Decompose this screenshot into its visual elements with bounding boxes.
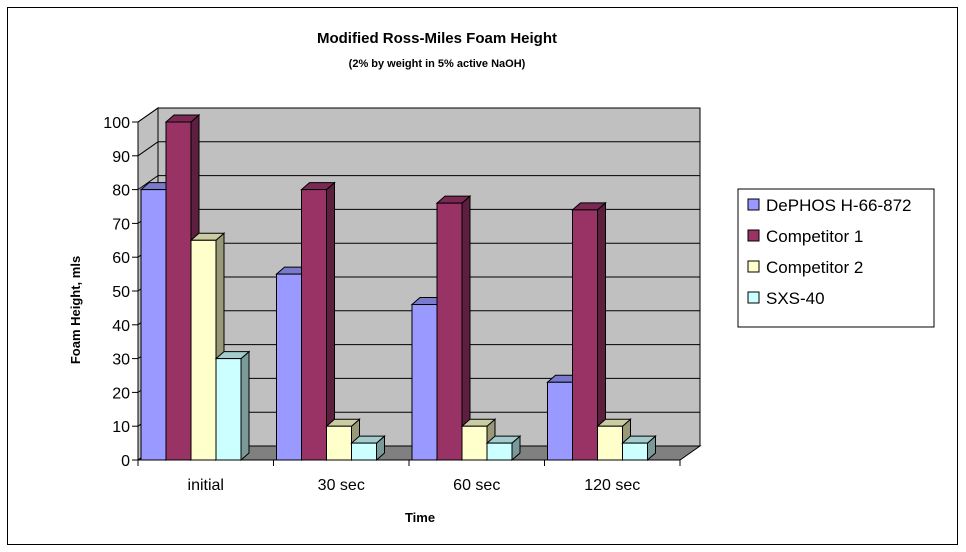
y-tick-label: 90 [112, 149, 130, 166]
bar [485, 434, 522, 462]
y-tick-label: 80 [112, 183, 130, 200]
bar [460, 418, 497, 462]
bar-front [276, 273, 302, 461]
legend-label: DePHOS H-66-872 [766, 196, 912, 215]
bar [571, 201, 607, 462]
x-tick-label: 60 sec [453, 477, 500, 494]
bar-front [326, 425, 352, 461]
y-tick-label: 30 [112, 352, 130, 369]
bar-side [326, 181, 335, 462]
y-tick-label: 60 [112, 250, 130, 267]
y-tick-label: 20 [112, 385, 130, 402]
bar [300, 181, 336, 462]
legend-label: Competitor 1 [766, 227, 863, 246]
bar-front [547, 381, 573, 461]
bar [621, 434, 657, 462]
bar-front [165, 121, 192, 461]
x-tick-label: initial [188, 477, 224, 494]
bar-front [411, 304, 438, 461]
bar-front [486, 442, 513, 461]
y-tick-label: 10 [112, 419, 130, 436]
legend-box [737, 188, 935, 328]
x-axis-label: Time [405, 510, 435, 525]
bar-front [140, 189, 167, 461]
legend: DePHOS H-66-872 Competitor 1 Competitor 2 S… [737, 188, 935, 328]
legend-swatch [747, 291, 760, 304]
bar-front [190, 239, 217, 461]
legend-label: SXS-40 [766, 289, 825, 308]
bar-front [215, 358, 242, 461]
bar-side [240, 350, 250, 462]
bar-front [436, 202, 463, 461]
bar-front [351, 442, 377, 461]
x-tick-label: 120 sec [584, 477, 640, 494]
bar-front [597, 425, 623, 461]
y-tick-label: 70 [112, 216, 130, 233]
bar-front [461, 425, 488, 461]
chart-title: Modified Ross-Miles Foam Height [317, 30, 557, 47]
bar [214, 350, 251, 462]
y-axis-label: Foam Height, mls [68, 256, 83, 364]
y-tick-label: 100 [103, 115, 130, 132]
gridline [137, 107, 700, 123]
y-tick-label: 40 [112, 318, 130, 335]
bar [350, 434, 386, 462]
x-tick-label: 30 sec [318, 477, 365, 494]
legend-swatch [747, 198, 760, 211]
gridline [137, 141, 700, 157]
legend-swatch [747, 229, 760, 242]
legend-label: Competitor 2 [766, 258, 863, 277]
y-tick-label: 0 [121, 453, 130, 470]
legend-swatch [747, 260, 760, 273]
plot-area: 0 10 20 30 40 50 60 70 80 90 100 initial 30 sec 60 se… [103, 107, 702, 494]
bar-front [301, 189, 327, 461]
bar [435, 195, 472, 462]
chart-subtitle: (2% by weight in 5% active NaOH) [349, 58, 526, 70]
bar-front [622, 442, 648, 461]
gridline [137, 175, 700, 191]
y-tick-label: 50 [112, 284, 130, 301]
bar-front [572, 209, 598, 461]
